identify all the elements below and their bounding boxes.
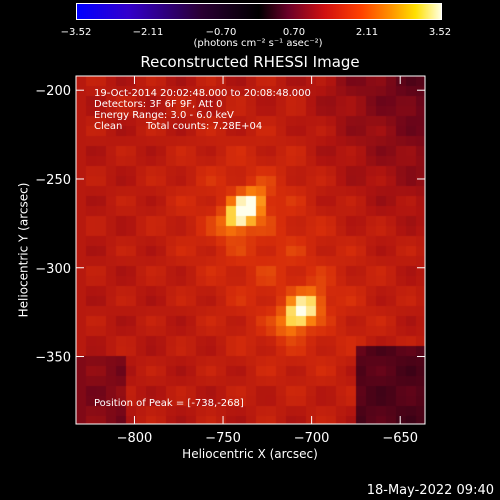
colorbar xyxy=(76,3,442,20)
colorbar-tick-label: −3.52 xyxy=(60,27,92,38)
info-total-counts: Total counts: 7.28E+04 xyxy=(146,121,263,132)
y-tick-label: −250 xyxy=(35,173,71,188)
y-axis-label: Heliocentric Y (arcsec) xyxy=(16,182,31,318)
x-tick-label: −650 xyxy=(382,431,418,446)
colorbar-tick-label: 2.11 xyxy=(355,27,379,38)
x-tick-label: −700 xyxy=(294,431,330,446)
colorbar-units: (photons cm⁻² s⁻¹ asec⁻²) xyxy=(193,38,323,49)
colorbar-tick-label: 0.70 xyxy=(282,27,306,38)
x-axis-label: Heliocentric X (arcsec) xyxy=(182,447,318,461)
peak-position-label: Position of Peak = [-738,-268] xyxy=(94,398,244,409)
info-clean: Clean xyxy=(94,121,123,132)
timestamp: 18-May-2022 09:40 xyxy=(366,483,494,498)
x-tick-label: −750 xyxy=(205,431,241,446)
y-tick-label: −200 xyxy=(35,84,71,99)
colorbar-tick-label: 3.52 xyxy=(428,27,452,38)
y-tick-label: −350 xyxy=(35,351,71,366)
chart-title: Reconstructed RHESSI Image xyxy=(140,53,360,71)
info-detectors: Detectors: 3F 6F 9F, Att 0 xyxy=(94,99,223,110)
colorbar-tick-label: −2.11 xyxy=(132,27,164,38)
y-tick-label: −300 xyxy=(35,262,71,277)
info-time-range: 19-Oct-2014 20:02:48.000 to 20:08:48.000 xyxy=(94,88,311,99)
colorbar-tick-label: −0.70 xyxy=(205,27,237,38)
x-tick-label: −800 xyxy=(117,431,153,446)
info-energy-range: Energy Range: 3.0 - 6.0 keV xyxy=(94,110,234,121)
